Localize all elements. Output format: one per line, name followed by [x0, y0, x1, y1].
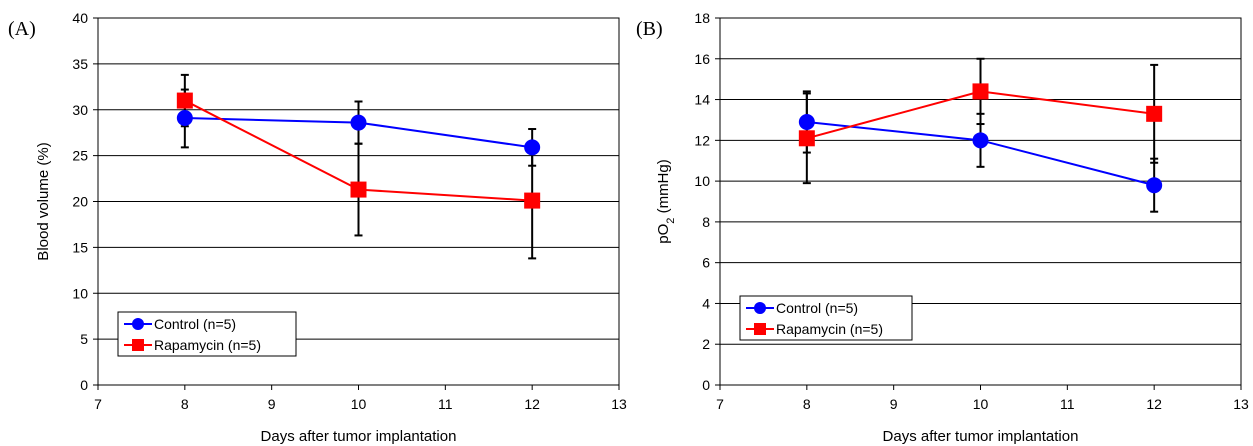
legend-marker [754, 302, 766, 314]
x-tick-label: 8 [803, 396, 811, 412]
x-tick-label: 13 [611, 396, 627, 412]
y-tick-label: 16 [694, 51, 710, 67]
legend-label: Control (n=5) [776, 300, 858, 316]
y-tick-label: 0 [702, 377, 710, 393]
x-tick-label: 7 [716, 396, 724, 412]
data-point [524, 192, 541, 209]
x-tick-label: 12 [524, 396, 540, 412]
y-tick-label: 2 [702, 336, 710, 352]
chart-panel-a: 0 5 10 15 20 25 30 35 40 7 8 9 10 11 12 13 (A) Days after… [8, 10, 627, 445]
legend: Control (n=5) Rapamycin (n=5) [117, 311, 297, 357]
y-tick-label: 20 [72, 194, 88, 210]
legend-label: Rapamycin (n=5) [776, 321, 883, 337]
y-axis-label: Blood volume (%) [35, 142, 52, 260]
x-tick-label: 12 [1146, 396, 1162, 412]
legend-label: Control (n=5) [154, 316, 236, 332]
data-point [176, 110, 193, 127]
y-tick-label: 10 [694, 173, 710, 189]
y-tick-label: 4 [702, 295, 710, 311]
y-tick-label: 12 [694, 132, 710, 148]
y-axis-label: pO2 (mmHg) [655, 159, 677, 243]
x-tick-label: 9 [890, 396, 898, 412]
legend-label: Rapamycin (n=5) [154, 337, 261, 353]
data-point [1146, 177, 1163, 194]
data-point [350, 114, 367, 131]
x-tick-label: 9 [268, 396, 276, 412]
x-tick-label: 11 [1060, 396, 1075, 412]
data-point [798, 113, 815, 130]
legend-box [117, 311, 297, 357]
y-tick-label: 5 [80, 331, 88, 347]
chart-panel-b: 0 2 4 6 8 10 12 14 16 18 7 8 9 10 11 12 13 (B) Days after … [636, 10, 1249, 445]
y-tick-label: 35 [72, 56, 88, 72]
x-axis-label: Days after tumor implantation [883, 428, 1079, 445]
data-point [1146, 105, 1163, 122]
data-point [972, 83, 989, 100]
y-tick-label: 8 [702, 214, 710, 230]
x-axis-label: Days after tumor implantation [261, 428, 457, 445]
y-tick-label: 15 [72, 239, 88, 255]
legend-marker [132, 339, 144, 351]
y-tick-label: 10 [72, 285, 88, 301]
legend-box [739, 295, 913, 341]
y-tick-label: 18 [694, 10, 710, 26]
x-tick-label: 10 [351, 396, 367, 412]
y-tick-label: 0 [80, 377, 88, 393]
data-point [350, 181, 367, 198]
y-tick-label: 14 [694, 92, 710, 108]
x-tick-label: 7 [94, 396, 102, 412]
y-tick-label: 30 [72, 102, 88, 118]
legend: Control (n=5) Rapamycin (n=5) [739, 295, 913, 341]
data-point [798, 130, 815, 147]
data-point [524, 139, 541, 156]
panel-label: (B) [636, 18, 663, 40]
legend-marker [132, 318, 144, 330]
legend-marker [754, 323, 766, 335]
y-tick-label: 25 [72, 148, 88, 164]
data-point [972, 132, 989, 149]
data-point [176, 92, 193, 109]
x-tick-label: 8 [181, 396, 189, 412]
panel-label: (A) [8, 18, 36, 40]
x-tick-label: 11 [438, 396, 453, 412]
y-tick-label: 40 [72, 10, 88, 26]
y-tick-label: 6 [702, 255, 710, 271]
x-tick-label: 13 [1233, 396, 1249, 412]
x-tick-label: 10 [973, 396, 989, 412]
